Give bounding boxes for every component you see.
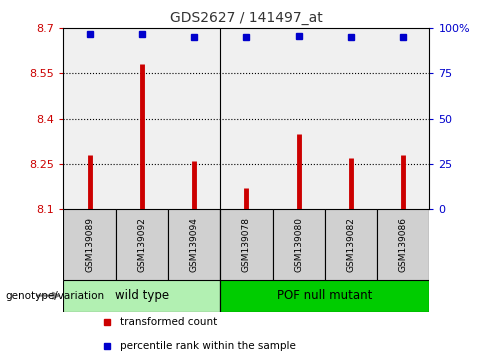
- Text: GSM139092: GSM139092: [137, 217, 146, 272]
- Bar: [377, 209, 429, 280]
- Bar: [325, 209, 377, 280]
- Text: GSM139080: GSM139080: [294, 217, 303, 272]
- Text: transformed count: transformed count: [120, 317, 217, 327]
- Text: percentile rank within the sample: percentile rank within the sample: [120, 341, 295, 350]
- Text: GSM139082: GSM139082: [346, 217, 356, 272]
- Bar: [116, 28, 168, 209]
- Text: GSM139089: GSM139089: [85, 217, 94, 272]
- Bar: [220, 280, 429, 312]
- Bar: [63, 280, 220, 312]
- Bar: [325, 28, 377, 209]
- Text: GSM139078: GSM139078: [242, 217, 251, 272]
- Text: POF null mutant: POF null mutant: [277, 289, 372, 302]
- Bar: [220, 209, 273, 280]
- Bar: [168, 28, 220, 209]
- Bar: [116, 209, 168, 280]
- Text: GSM139094: GSM139094: [190, 217, 199, 272]
- Text: GSM139086: GSM139086: [399, 217, 408, 272]
- Bar: [273, 28, 325, 209]
- Text: wild type: wild type: [115, 289, 169, 302]
- Bar: [377, 28, 429, 209]
- Bar: [273, 209, 325, 280]
- Bar: [168, 209, 220, 280]
- Title: GDS2627 / 141497_at: GDS2627 / 141497_at: [170, 11, 323, 24]
- Bar: [63, 209, 116, 280]
- Bar: [63, 28, 116, 209]
- Bar: [220, 28, 273, 209]
- Text: genotype/variation: genotype/variation: [5, 291, 104, 301]
